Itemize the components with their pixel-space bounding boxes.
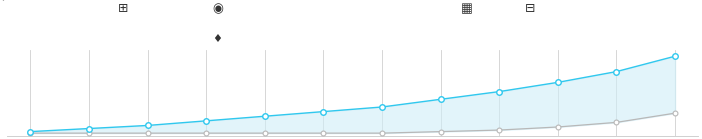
Text: ▦: ▦ — [461, 2, 472, 15]
Text: ⊞: ⊞ — [118, 2, 128, 15]
Text: ⊟: ⊟ — [525, 2, 535, 15]
Text: ♦: ♦ — [213, 34, 223, 44]
Text: ˅: ˅ — [1, 0, 5, 9]
Text: ◉: ◉ — [212, 2, 223, 15]
